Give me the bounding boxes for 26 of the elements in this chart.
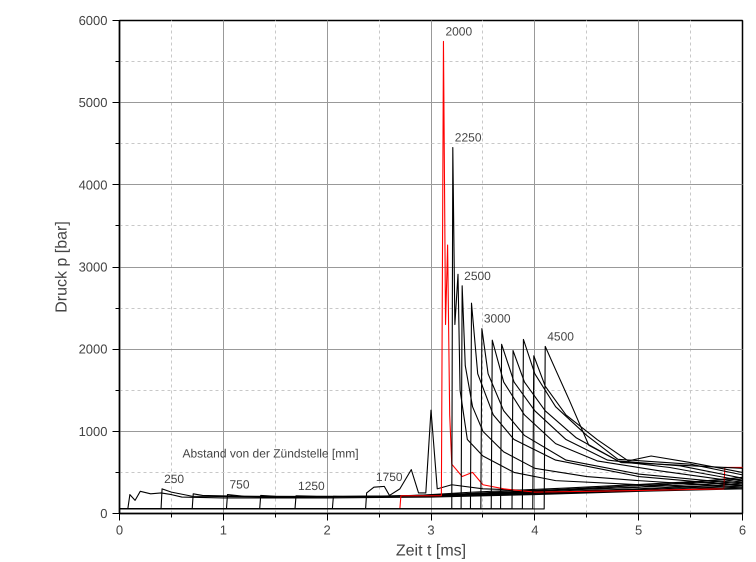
x-tick-label: 0 bbox=[116, 522, 124, 538]
y-tick-label: 1000 bbox=[78, 424, 108, 439]
x-axis-title: Zeit t [ms] bbox=[396, 542, 466, 560]
annotation: 750 bbox=[229, 478, 250, 492]
annotation: 4500 bbox=[547, 329, 574, 344]
annotation: 250 bbox=[164, 472, 184, 486]
annotation: 3000 bbox=[484, 312, 511, 326]
y-tick-label: 6000 bbox=[78, 13, 108, 28]
y-tick-label: 0 bbox=[100, 506, 108, 521]
y-axis-title: Druck p [bar] bbox=[54, 221, 71, 313]
annotation: 2000 bbox=[445, 24, 472, 38]
x-tick-label: 6 bbox=[738, 522, 746, 538]
x-tick-label: 3 bbox=[427, 522, 435, 538]
annotation: 1750 bbox=[376, 470, 403, 484]
x-tick-label: 2 bbox=[324, 522, 331, 538]
x-tick-label: 1 bbox=[220, 522, 227, 538]
annotation: 1250 bbox=[298, 478, 326, 493]
x-tick-label: 5 bbox=[635, 522, 642, 538]
y-tick-label: 3000 bbox=[78, 260, 108, 274]
annotation: Abstand von der Zündstelle [mm] bbox=[182, 446, 359, 460]
y-tick-label: 5000 bbox=[78, 95, 108, 110]
annotation: 2250 bbox=[454, 130, 482, 145]
y-tick-label: 4000 bbox=[78, 177, 108, 192]
x-tick-label: 4 bbox=[531, 522, 538, 538]
annotation: 2500 bbox=[464, 268, 492, 283]
y-tick-label: 2000 bbox=[78, 342, 108, 357]
